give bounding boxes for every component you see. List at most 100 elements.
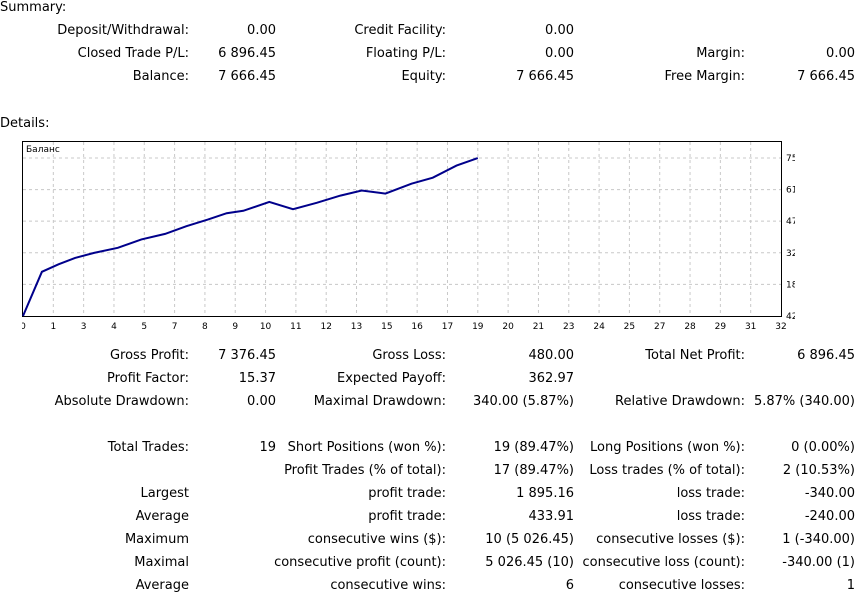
short-positions-label: Short Positions (won %): bbox=[287, 440, 446, 455]
max-drawdown-value: 340.00 (5.87%) bbox=[472, 394, 574, 409]
summary-title: Summary: bbox=[0, 0, 67, 15]
profit-trades-label: Profit Trades (% of total): bbox=[284, 463, 446, 478]
profit-factor-value: 15.37 bbox=[238, 371, 276, 386]
details-title: Details: bbox=[0, 116, 50, 131]
chart-legend: Баланс bbox=[26, 145, 60, 155]
chart-frame bbox=[22, 141, 782, 317]
maximal-loss-label: consecutive loss (count): bbox=[582, 555, 745, 570]
equity-label: Equity: bbox=[401, 69, 446, 84]
y-tick-label: 3293 bbox=[786, 249, 795, 259]
x-tick-label: 7 bbox=[172, 322, 178, 331]
largest-profit-value: 1 895.16 bbox=[516, 486, 574, 501]
maximal-profit-value: 5 026.45 (10) bbox=[485, 555, 574, 570]
x-tick-label: 16 bbox=[411, 322, 423, 331]
loss-trades-label: Loss trades (% of total): bbox=[589, 463, 745, 478]
balance-series-line bbox=[22, 157, 479, 317]
rel-drawdown-value: 5.87% (340.00) bbox=[753, 394, 855, 409]
abs-drawdown-label: Absolute Drawdown: bbox=[54, 394, 189, 409]
gross-loss-value: 480.00 bbox=[528, 348, 575, 363]
deposit-label: Deposit/Withdrawal: bbox=[57, 23, 189, 38]
balance-chart: 0 1 3 4 5 7 8 9 10 11 12 13 15 16 17 19 20 21 23 24 25 27 28 29… bbox=[22, 141, 795, 331]
avg-wins-value: 6 bbox=[565, 578, 574, 593]
free-margin-label: Free Margin: bbox=[664, 69, 745, 84]
total-trades-label: Total Trades: bbox=[107, 440, 189, 455]
long-positions-label: Long Positions (won %): bbox=[590, 440, 745, 455]
profit-trades-value: 17 (89.47%) bbox=[493, 463, 574, 478]
x-tick-label: 23 bbox=[563, 322, 574, 331]
maximal-profit-label: consecutive profit (count): bbox=[274, 555, 446, 570]
total-trades-value: 19 bbox=[259, 440, 276, 455]
long-positions-value: 0 (0.00%) bbox=[791, 440, 855, 455]
expected-payoff-label: Expected Payoff: bbox=[337, 371, 446, 386]
floating-pl-label: Floating P/L: bbox=[365, 46, 446, 61]
max-losses-label: consecutive losses ($): bbox=[596, 532, 745, 547]
average-profit-value: 433.91 bbox=[528, 509, 575, 524]
balance-value: 7 666.45 bbox=[218, 69, 276, 84]
avg-losses-value: 1 bbox=[846, 578, 855, 593]
total-net-profit-label: Total Net Profit: bbox=[645, 348, 745, 363]
loss-trades-value: 2 (10.53%) bbox=[782, 463, 855, 478]
balance-label: Balance: bbox=[132, 69, 189, 84]
avg-losses-label: consecutive losses: bbox=[618, 578, 745, 593]
profit-factor-label: Profit Factor: bbox=[107, 371, 189, 386]
expected-payoff-value: 362.97 bbox=[528, 371, 575, 386]
y-tick-label: 7594 bbox=[786, 154, 795, 164]
x-tick-label: 27 bbox=[654, 322, 665, 331]
closed-pl-value: 6 896.45 bbox=[218, 46, 276, 61]
average-profit-label: profit trade: bbox=[368, 509, 446, 524]
x-tick-label: 13 bbox=[351, 322, 362, 331]
closed-pl-label: Closed Trade P/L: bbox=[77, 46, 189, 61]
maximal-label: Maximal bbox=[134, 555, 189, 570]
x-tick-label: 5 bbox=[141, 322, 147, 331]
x-tick-label: 31 bbox=[745, 322, 756, 331]
free-margin-value: 7 666.45 bbox=[797, 69, 855, 84]
maximal-loss-value: -340.00 (1) bbox=[782, 555, 855, 570]
y-tick-label: 425 bbox=[786, 312, 795, 322]
equity-value: 7 666.45 bbox=[516, 69, 574, 84]
x-tick-label: 25 bbox=[624, 322, 635, 331]
largest-loss-label: loss trade: bbox=[676, 486, 745, 501]
y-tick-label: 1859 bbox=[786, 280, 795, 290]
x-tick-label: 15 bbox=[381, 322, 392, 331]
largest-profit-label: profit trade: bbox=[368, 486, 446, 501]
x-tick-label: 12 bbox=[320, 322, 331, 331]
abs-drawdown-value: 0.00 bbox=[247, 394, 276, 409]
avg-wins-label: consecutive wins: bbox=[330, 578, 446, 593]
floating-pl-value: 0.00 bbox=[545, 46, 574, 61]
y-axis-ticks: 7594 6161 4727 3293 1859 425 bbox=[786, 154, 795, 322]
gross-profit-label: Gross Profit: bbox=[109, 348, 189, 363]
rel-drawdown-label: Relative Drawdown: bbox=[615, 394, 745, 409]
x-tick-label: 8 bbox=[202, 322, 208, 331]
x-tick-label: 4 bbox=[111, 322, 117, 331]
x-tick-label: 21 bbox=[533, 322, 544, 331]
short-positions-value: 19 (89.47%) bbox=[493, 440, 574, 455]
average2-label: Average bbox=[135, 578, 189, 593]
x-tick-label: 32 bbox=[775, 322, 786, 331]
gross-loss-label: Gross Loss: bbox=[372, 348, 446, 363]
margin-label: Margin: bbox=[696, 46, 745, 61]
x-tick-label: 29 bbox=[715, 322, 727, 331]
total-net-profit-value: 6 896.45 bbox=[797, 348, 855, 363]
max-drawdown-label: Maximal Drawdown: bbox=[313, 394, 446, 409]
y-tick-label: 4727 bbox=[786, 217, 795, 227]
max-losses-value: 1 (-340.00) bbox=[782, 532, 855, 547]
largest-label: Largest bbox=[140, 486, 189, 501]
largest-loss-value: -340.00 bbox=[804, 486, 855, 501]
maximum-label: Maximum bbox=[124, 532, 189, 547]
x-tick-label: 9 bbox=[232, 322, 238, 331]
x-tick-label: 20 bbox=[502, 322, 514, 331]
margin-value: 0.00 bbox=[826, 46, 855, 61]
x-tick-label: 19 bbox=[472, 322, 484, 331]
deposit-value: 0.00 bbox=[247, 23, 276, 38]
max-wins-label: consecutive wins ($): bbox=[307, 532, 446, 547]
x-tick-label: 24 bbox=[593, 322, 605, 331]
average-loss-label: loss trade: bbox=[676, 509, 745, 524]
y-tick-label: 6161 bbox=[786, 186, 795, 196]
x-tick-label: 11 bbox=[290, 322, 301, 331]
max-wins-value: 10 (5 026.45) bbox=[485, 532, 574, 547]
average-label: Average bbox=[135, 509, 189, 524]
credit-value: 0.00 bbox=[545, 23, 574, 38]
x-axis-ticks: 0 1 3 4 5 7 8 9 10 11 12 13 15 16 17 19 20 21 23 24 25 27 28 29… bbox=[22, 322, 787, 331]
credit-label: Credit Facility: bbox=[354, 23, 446, 38]
gross-profit-value: 7 376.45 bbox=[218, 348, 276, 363]
